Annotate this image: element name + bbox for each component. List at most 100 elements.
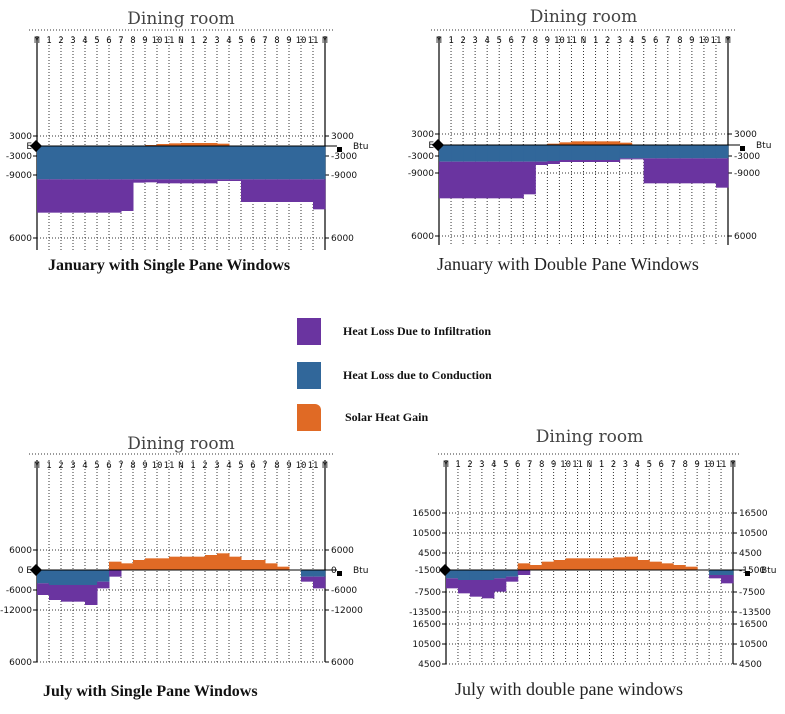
bar-solar bbox=[637, 560, 650, 570]
y-tick-label-right: -12000 bbox=[331, 606, 363, 616]
x-tick-label: 9 bbox=[142, 461, 147, 471]
bar-conduction bbox=[619, 145, 633, 159]
bar-solar bbox=[625, 556, 638, 570]
x-tick-label: M bbox=[730, 460, 736, 470]
x-tick-label: 1 bbox=[599, 460, 604, 470]
unit-label: Btu bbox=[756, 141, 771, 151]
bar-solar bbox=[517, 563, 531, 570]
x-tick-label: 1 bbox=[190, 461, 195, 471]
bar-infiltration bbox=[49, 179, 62, 213]
bar-conduction bbox=[475, 145, 488, 162]
x-tick-label: 4 bbox=[226, 461, 231, 471]
bar-conduction bbox=[133, 146, 146, 180]
diamond-marker-icon bbox=[432, 139, 444, 151]
bar-infiltration bbox=[547, 161, 560, 164]
bar-conduction bbox=[631, 145, 645, 159]
legend-swatch-infiltration bbox=[297, 318, 321, 345]
bar-infiltration bbox=[85, 585, 98, 605]
x-tick-label: 5 bbox=[647, 460, 652, 470]
y-tick-label-right: 6000 bbox=[331, 546, 354, 556]
bar-infiltration bbox=[37, 179, 50, 213]
y-tick-label-right: -1500 bbox=[739, 566, 765, 576]
square-marker-icon bbox=[740, 146, 745, 151]
bar-infiltration bbox=[709, 575, 722, 579]
x-tick-label: M bbox=[436, 36, 442, 46]
bar-infiltration bbox=[313, 576, 326, 589]
y-tick-label-left: 10500 bbox=[412, 640, 441, 650]
bar-infiltration bbox=[715, 158, 729, 188]
legend-item-conduction: Heat Loss due to Conduction bbox=[297, 362, 492, 389]
x-tick-label: 1 bbox=[190, 36, 195, 46]
x-tick-label: M bbox=[443, 460, 449, 470]
x-tick-label: 6 bbox=[250, 461, 255, 471]
x-tick-label: 6 bbox=[653, 36, 658, 46]
x-tick-label: 11 bbox=[308, 36, 319, 46]
y-tick-label-right: 16500 bbox=[739, 620, 768, 630]
y-tick-label-right: 3000 bbox=[734, 130, 757, 140]
x-tick-label: 9 bbox=[286, 461, 291, 471]
y-tick-label-right: -3000 bbox=[331, 152, 357, 162]
x-tick-label: 3 bbox=[214, 36, 219, 46]
bar-infiltration bbox=[446, 578, 459, 589]
x-tick-label: 7 bbox=[262, 461, 267, 471]
bar-infiltration bbox=[691, 158, 705, 184]
x-tick-label: 7 bbox=[527, 460, 532, 470]
bar-infiltration bbox=[241, 179, 254, 202]
bar-solar bbox=[253, 560, 266, 570]
x-tick-label: 4 bbox=[629, 36, 634, 46]
y-tick-label-left: -3000 bbox=[408, 152, 434, 162]
bar-solar bbox=[205, 143, 218, 146]
bar-conduction bbox=[451, 145, 464, 162]
bar-conduction bbox=[73, 570, 86, 585]
bar-infiltration bbox=[145, 179, 158, 183]
x-tick-label: 7 bbox=[118, 36, 123, 46]
x-tick-label: 5 bbox=[496, 36, 501, 46]
y-tick-label-left: -3000 bbox=[6, 152, 32, 162]
x-tick-label: 6 bbox=[106, 36, 111, 46]
bar-solar bbox=[661, 563, 674, 570]
x-tick-label: 4 bbox=[226, 36, 231, 46]
x-tick-label: 8 bbox=[274, 36, 279, 46]
x-tick-label: 2 bbox=[202, 461, 207, 471]
bar-conduction bbox=[505, 570, 519, 577]
bar-conduction bbox=[571, 145, 584, 160]
bar-infiltration bbox=[721, 575, 734, 584]
unit-label: Btu bbox=[353, 566, 368, 576]
legend-swatch-solar bbox=[297, 404, 321, 431]
x-tick-label: 2 bbox=[202, 36, 207, 46]
bar-conduction bbox=[607, 145, 621, 160]
bar-conduction bbox=[145, 146, 158, 180]
y-tick-label-left: E bbox=[26, 142, 32, 152]
diamond-marker-icon bbox=[30, 564, 42, 576]
bar-conduction bbox=[535, 145, 548, 162]
bar-conduction bbox=[265, 146, 278, 180]
bar-solar bbox=[241, 560, 254, 570]
x-tick-label: 5 bbox=[238, 36, 243, 46]
x-tick-label: 1 bbox=[46, 36, 51, 46]
bar-infiltration bbox=[517, 570, 531, 575]
bar-infiltration bbox=[523, 161, 536, 195]
x-tick-label: 1 bbox=[448, 36, 453, 46]
y-tick-label-right: -13500 bbox=[739, 608, 771, 618]
x-tick-label: 11 bbox=[164, 461, 175, 471]
x-tick-label: 8 bbox=[533, 36, 538, 46]
y-tick-label-right: 0 bbox=[331, 566, 337, 576]
y-tick-label-left: 16500 bbox=[412, 509, 441, 519]
bar-conduction bbox=[97, 146, 110, 180]
x-tick-label: N bbox=[587, 460, 592, 470]
x-tick-label: 10 bbox=[296, 36, 307, 46]
x-tick-label: 4 bbox=[82, 461, 87, 471]
bar-solar bbox=[547, 143, 560, 145]
x-tick-label: 2 bbox=[467, 460, 472, 470]
x-tick-label: 2 bbox=[460, 36, 465, 46]
square-marker-icon bbox=[337, 147, 342, 152]
x-tick-label: 11 bbox=[572, 460, 583, 470]
legend-label-conduction: Heat Loss due to Conduction bbox=[343, 368, 492, 382]
y-tick-label-left: 3000 bbox=[411, 130, 434, 140]
bar-conduction bbox=[679, 145, 693, 159]
bar-solar bbox=[685, 566, 698, 570]
chart-title: Dining room bbox=[530, 7, 637, 27]
bar-infiltration bbox=[229, 179, 242, 181]
